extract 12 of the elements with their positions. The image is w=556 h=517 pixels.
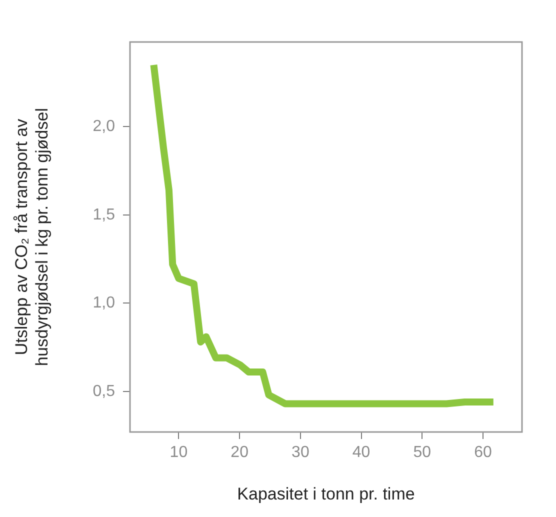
x-tick-label: 20 (230, 444, 249, 462)
x-tick-label: 50 (413, 444, 432, 462)
y-tick-label: 1,0 (92, 294, 116, 312)
y-tick-label: 1,5 (92, 206, 116, 224)
x-tick-label: 40 (352, 444, 370, 462)
y-tick-label: 0,5 (92, 382, 116, 400)
x-tick-label: 30 (292, 444, 310, 462)
y-tick-label: 2,0 (92, 118, 116, 136)
x-tick-label: 60 (474, 444, 492, 462)
x-axis-title: Kapasitet i tonn pr. time (237, 484, 415, 504)
x-tick-label: 10 (170, 444, 188, 462)
y-axis-title: Utslepp av CO₂ frå transport av husdyrgjødsel i kg pr. tonn gjødsel (12, 108, 52, 366)
